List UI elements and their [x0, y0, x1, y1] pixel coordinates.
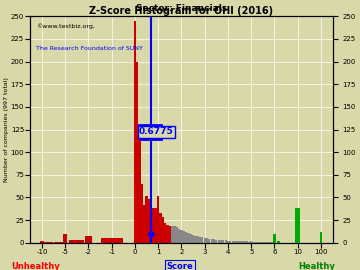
Bar	[213, 239, 215, 243]
Bar	[190, 234, 192, 243]
Bar	[169, 227, 171, 243]
Bar	[222, 240, 224, 243]
Bar	[157, 196, 159, 243]
Text: ©www.textbiz.org,: ©www.textbiz.org,	[36, 23, 95, 29]
Bar	[234, 241, 236, 243]
Bar	[271, 242, 273, 243]
Bar	[241, 241, 243, 243]
Bar	[204, 238, 206, 243]
Bar	[54, 242, 58, 243]
Bar	[185, 232, 187, 243]
Bar	[162, 217, 164, 243]
Bar	[77, 240, 84, 243]
Bar	[257, 242, 259, 243]
Bar	[243, 241, 246, 243]
Bar	[49, 242, 53, 243]
Title: Z-Score Histogram for OHI (2016): Z-Score Histogram for OHI (2016)	[89, 6, 274, 16]
Bar	[248, 242, 250, 243]
Bar	[136, 62, 138, 243]
Bar	[266, 242, 269, 243]
Bar	[199, 237, 201, 243]
Bar	[277, 241, 278, 243]
Bar	[143, 205, 145, 243]
Bar	[148, 199, 150, 243]
Bar	[174, 227, 176, 243]
Bar	[279, 241, 280, 243]
Text: Score: Score	[167, 262, 193, 270]
Bar	[295, 208, 301, 243]
Bar	[69, 240, 77, 243]
Bar	[220, 240, 222, 243]
Bar	[278, 241, 279, 243]
Bar	[171, 227, 173, 243]
Bar	[44, 242, 49, 243]
Text: Unhealthy: Unhealthy	[12, 262, 60, 270]
Bar	[85, 235, 92, 243]
Bar	[215, 240, 217, 243]
Text: Sector: Financials: Sector: Financials	[136, 4, 227, 13]
Bar	[141, 184, 143, 243]
Bar	[276, 241, 277, 243]
Bar	[159, 213, 162, 243]
Bar	[155, 208, 157, 243]
Bar	[150, 208, 152, 243]
Bar	[197, 237, 199, 243]
Bar	[41, 241, 43, 243]
Bar	[246, 241, 248, 243]
Bar	[208, 239, 211, 243]
Bar	[187, 233, 189, 243]
Bar	[180, 230, 183, 243]
Bar	[178, 229, 180, 243]
Bar	[63, 234, 67, 243]
Bar	[145, 196, 148, 243]
Bar	[236, 241, 238, 243]
Bar	[194, 235, 197, 243]
Bar	[201, 237, 203, 243]
Bar	[58, 242, 63, 243]
Bar	[164, 223, 166, 243]
Bar	[152, 208, 155, 243]
Bar	[211, 239, 213, 243]
Text: Healthy: Healthy	[298, 262, 335, 270]
Bar	[238, 241, 241, 243]
Bar	[275, 240, 276, 243]
Bar	[273, 234, 276, 243]
Bar	[264, 242, 266, 243]
Bar	[134, 21, 136, 243]
Bar	[229, 241, 231, 243]
Bar	[225, 240, 227, 243]
Text: The Research Foundation of SUNY: The Research Foundation of SUNY	[36, 46, 143, 51]
Bar	[252, 242, 255, 243]
Bar	[176, 227, 178, 243]
Bar	[262, 242, 264, 243]
Y-axis label: Number of companies (997 total): Number of companies (997 total)	[4, 77, 9, 182]
Text: 0.6775: 0.6775	[139, 127, 174, 136]
Bar	[227, 241, 229, 243]
Bar	[260, 242, 262, 243]
Bar	[269, 242, 271, 243]
Bar	[206, 238, 208, 243]
Bar	[231, 241, 234, 243]
Bar	[320, 232, 322, 243]
Bar	[183, 231, 185, 243]
Bar	[139, 134, 141, 243]
Bar	[217, 240, 220, 243]
Bar	[166, 225, 168, 243]
Bar	[250, 241, 252, 243]
Bar	[192, 235, 194, 243]
Bar	[40, 241, 44, 243]
Bar	[255, 242, 257, 243]
Bar	[101, 238, 123, 243]
